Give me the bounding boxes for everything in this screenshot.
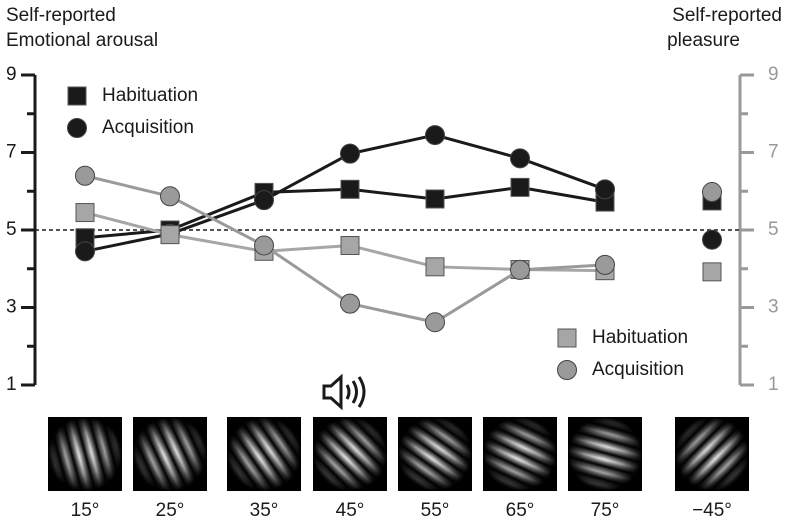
speaker-icon: [322, 373, 366, 411]
stimulus-grating: [133, 417, 207, 491]
legend-label: Acquisition: [592, 359, 684, 380]
square-marker: [75, 203, 95, 223]
stimulus-grating: [48, 417, 122, 491]
legend-label: Acquisition: [102, 117, 194, 138]
circle-marker: [340, 143, 360, 164]
square-marker: [340, 179, 360, 199]
square-marker: [425, 257, 445, 277]
y-tick-label: 9: [6, 64, 17, 85]
y2-tick-label: 5: [768, 219, 779, 240]
x-tick-label: 15°: [71, 500, 100, 521]
circle-marker: [595, 179, 615, 200]
circle-marker: [254, 235, 274, 256]
y2-tick-label: 3: [768, 297, 779, 318]
square-marker: [340, 236, 360, 255]
y-tick-label: 5: [6, 219, 17, 240]
circle-marker: [340, 293, 360, 314]
legend-marker: [557, 360, 577, 380]
x-tick-label: 25°: [156, 500, 185, 521]
circle-marker: [595, 254, 615, 275]
legend-label: Habituation: [592, 327, 688, 348]
x-tick-label: −45°: [692, 500, 732, 521]
y2-axis-title: pleasure: [667, 30, 740, 51]
circle-marker: [75, 165, 95, 186]
legend-marker: [67, 118, 87, 138]
square-marker: [160, 225, 180, 245]
stimulus-grating: [398, 417, 472, 491]
x-tick-label: 45°: [336, 500, 365, 521]
circle-marker: [510, 259, 530, 280]
y2-tick-label: 7: [768, 142, 779, 163]
y2-axis-title: Self-reported: [672, 5, 782, 26]
y-tick-label: 7: [6, 142, 17, 163]
x-tick-label: 65°: [506, 500, 535, 521]
y2-tick-label: 9: [768, 64, 779, 85]
legend-label: Habituation: [102, 85, 198, 106]
square-marker: [425, 189, 445, 209]
stimulus-grating: [675, 417, 749, 491]
x-tick-label: 75°: [591, 500, 620, 521]
circle-marker: [75, 241, 95, 262]
x-tick-label: 35°: [250, 500, 279, 521]
y-axis-title: Self-reported: [6, 5, 116, 26]
x-tick-label: 55°: [421, 500, 450, 521]
circle-marker: [425, 312, 445, 333]
legend-marker: [67, 86, 87, 106]
stimulus-grating: [483, 417, 557, 491]
stimulus-grating: [568, 417, 642, 491]
y-tick-label: 3: [6, 297, 17, 318]
stimulus-grating: [313, 417, 387, 491]
circle-marker: [510, 148, 530, 169]
circle-marker: [254, 190, 274, 211]
circle-marker: [425, 125, 445, 146]
square-marker: [510, 177, 530, 197]
y2-tick-label: 1: [768, 374, 779, 395]
stimulus-grating: [227, 417, 301, 491]
legend-marker: [557, 328, 577, 348]
square-marker: [702, 262, 722, 282]
y-axis-title: Emotional arousal: [6, 30, 158, 51]
y-tick-label: 1: [6, 374, 17, 395]
circle-marker: [702, 182, 722, 203]
circle-marker: [702, 229, 722, 250]
circle-marker: [160, 186, 180, 207]
